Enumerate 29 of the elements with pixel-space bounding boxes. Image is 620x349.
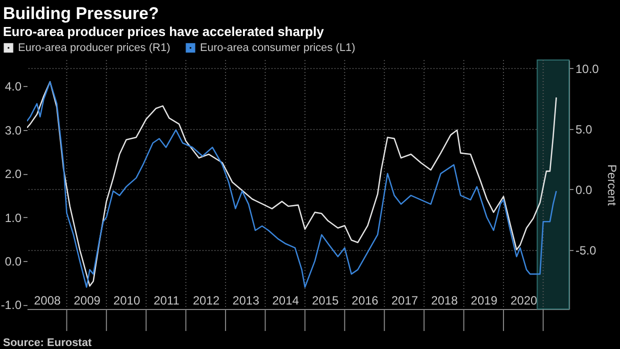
- y-tick-label: 0.0: [4, 254, 22, 268]
- y-tick-label: 2.0: [4, 167, 22, 182]
- legend-label: Euro-area consumer prices (L1): [200, 42, 356, 54]
- y-tick-label: 4.0: [4, 80, 22, 94]
- x-tick-label: 2012: [192, 294, 220, 308]
- x-tick-label: 2014: [272, 294, 300, 308]
- x-tick-label: 2015: [312, 294, 339, 308]
- y2-tick-label: 10.0: [576, 62, 600, 76]
- x-tick-label: 2010: [113, 294, 140, 308]
- x-tick-label: 2019: [470, 294, 498, 308]
- x-tick-label: 2009: [74, 294, 101, 308]
- chart-subtitle: Euro-area producer prices have accelerated sharply: [3, 24, 325, 39]
- x-tick-label: 2008: [34, 294, 62, 308]
- x-tick-label: 2020: [510, 294, 538, 308]
- y2-tick-label: 0.0: [576, 182, 593, 197]
- y-tick-label: -1.0: [0, 298, 22, 312]
- source-note: Source: Eurostat: [3, 337, 92, 349]
- y-tick-label: 3.0: [4, 123, 22, 138]
- y2-tick-label: -5.0: [576, 243, 597, 258]
- y2-tick-label: 5.0: [576, 122, 593, 136]
- x-tick-label: 2017: [391, 294, 418, 308]
- x-tick-label: 2018: [431, 294, 458, 308]
- legend-label: Euro-area producer prices (R1): [18, 42, 170, 54]
- chart-title: Building Pressure?: [3, 4, 159, 23]
- x-tick-label: 2011: [154, 294, 180, 308]
- y-tick-label: 1.0: [4, 210, 22, 225]
- x-tick-label: 2016: [352, 294, 379, 308]
- y2-axis-title: Percent: [604, 164, 619, 206]
- x-tick-label: 2013: [232, 294, 260, 308]
